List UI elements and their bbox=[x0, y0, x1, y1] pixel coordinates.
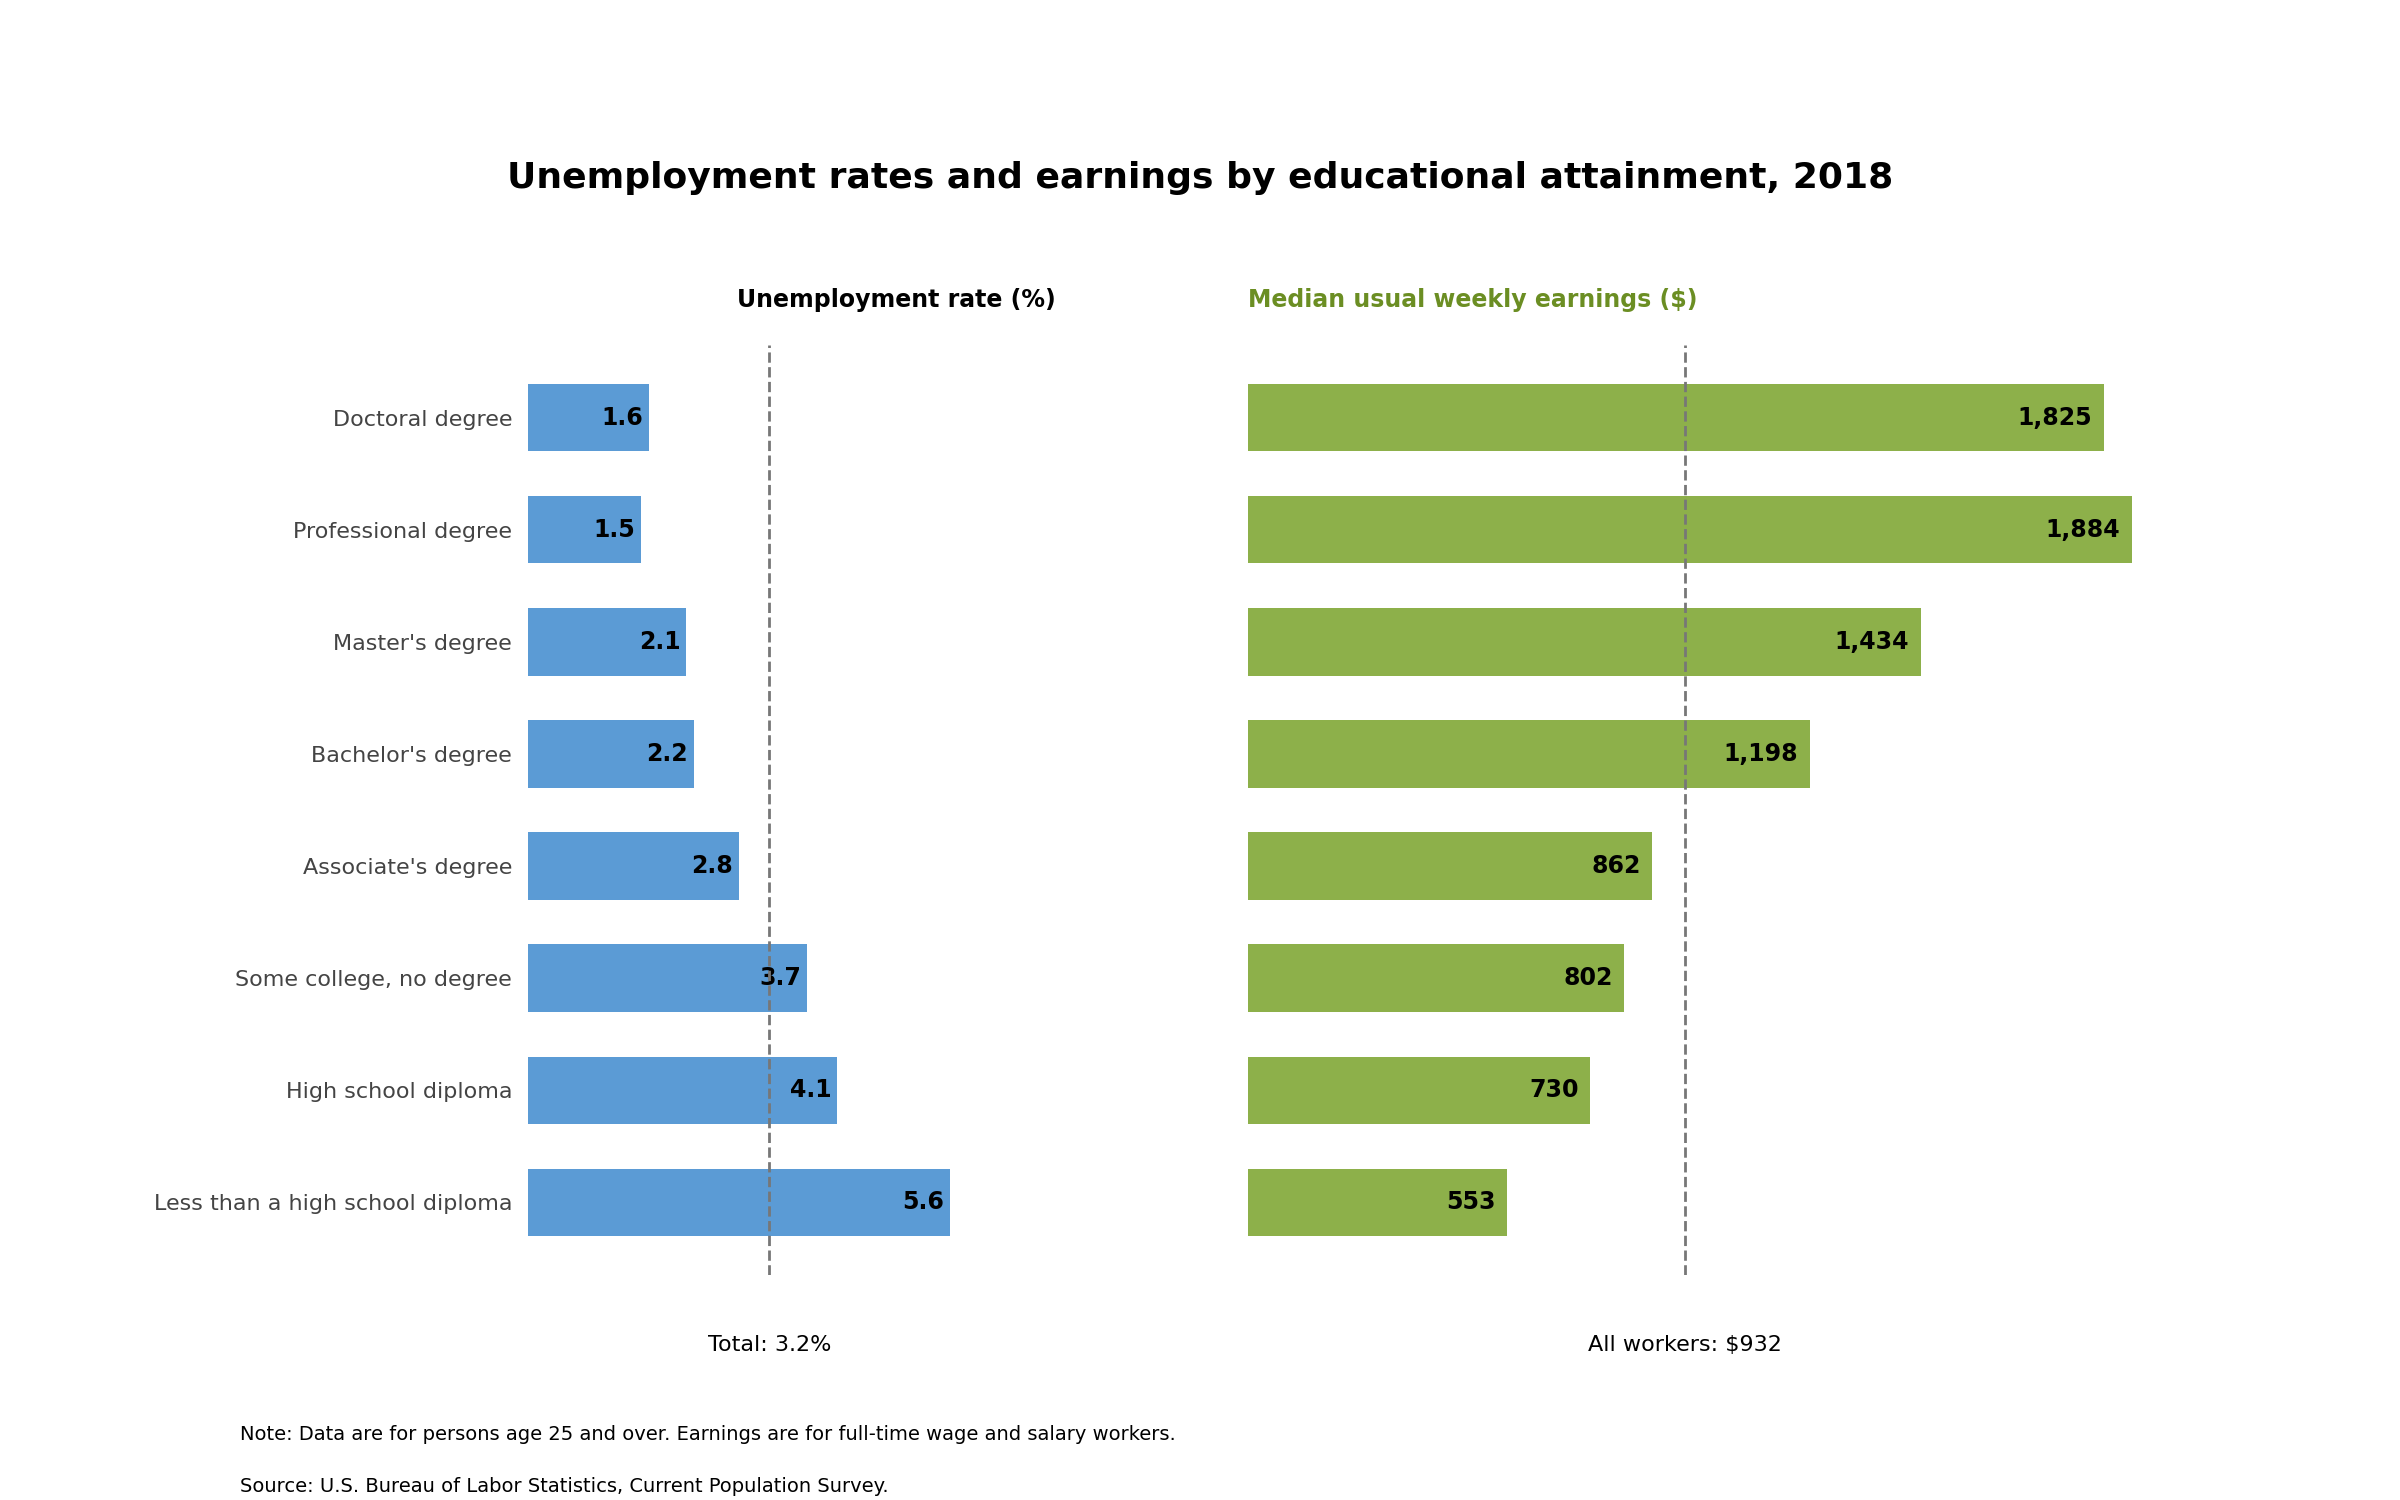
Text: Total: 3.2%: Total: 3.2% bbox=[708, 1335, 830, 1354]
Text: 1,825: 1,825 bbox=[2018, 406, 2093, 430]
Text: Note: Data are for persons age 25 and over. Earnings are for full-time wage and : Note: Data are for persons age 25 and ov… bbox=[240, 1425, 1176, 1444]
Bar bbox=[528, 496, 641, 564]
Bar bbox=[528, 720, 694, 788]
Bar bbox=[528, 384, 648, 452]
Text: Median usual weekly earnings ($): Median usual weekly earnings ($) bbox=[1248, 288, 1697, 312]
Text: 2.1: 2.1 bbox=[638, 630, 679, 654]
Bar bbox=[1248, 609, 1920, 675]
Text: 802: 802 bbox=[1562, 966, 1613, 990]
Bar bbox=[528, 1056, 838, 1124]
Bar bbox=[1248, 1168, 1507, 1236]
Bar bbox=[1248, 833, 1651, 900]
Text: 730: 730 bbox=[1529, 1078, 1579, 1102]
Bar bbox=[1248, 384, 2105, 452]
Bar bbox=[1248, 1056, 1591, 1124]
Bar bbox=[528, 833, 739, 900]
Text: Source: U.S. Bureau of Labor Statistics, Current Population Survey.: Source: U.S. Bureau of Labor Statistics,… bbox=[240, 1478, 888, 1497]
Text: 1.5: 1.5 bbox=[593, 518, 636, 542]
Bar bbox=[528, 945, 806, 1011]
Text: 4.1: 4.1 bbox=[790, 1078, 830, 1102]
Text: Unemployment rate (%): Unemployment rate (%) bbox=[737, 288, 1056, 312]
Text: 1,198: 1,198 bbox=[1723, 742, 1798, 766]
Text: 1.6: 1.6 bbox=[600, 406, 643, 430]
Text: 1,434: 1,434 bbox=[1834, 630, 1908, 654]
Bar bbox=[528, 609, 686, 675]
Bar bbox=[528, 1168, 950, 1236]
Text: 2.8: 2.8 bbox=[691, 853, 732, 877]
Text: Unemployment rates and earnings by educational attainment, 2018: Unemployment rates and earnings by educa… bbox=[506, 160, 1894, 195]
Text: 1,884: 1,884 bbox=[2045, 518, 2119, 542]
Text: 3.7: 3.7 bbox=[758, 966, 802, 990]
Text: 5.6: 5.6 bbox=[902, 1190, 943, 1214]
Text: 862: 862 bbox=[1591, 853, 1642, 877]
Bar bbox=[1248, 945, 1625, 1011]
Text: 2.2: 2.2 bbox=[646, 742, 689, 766]
Bar bbox=[1248, 496, 2131, 564]
Bar bbox=[1248, 720, 1810, 788]
Text: All workers: $932: All workers: $932 bbox=[1589, 1335, 1783, 1354]
Text: 553: 553 bbox=[1447, 1190, 1495, 1214]
